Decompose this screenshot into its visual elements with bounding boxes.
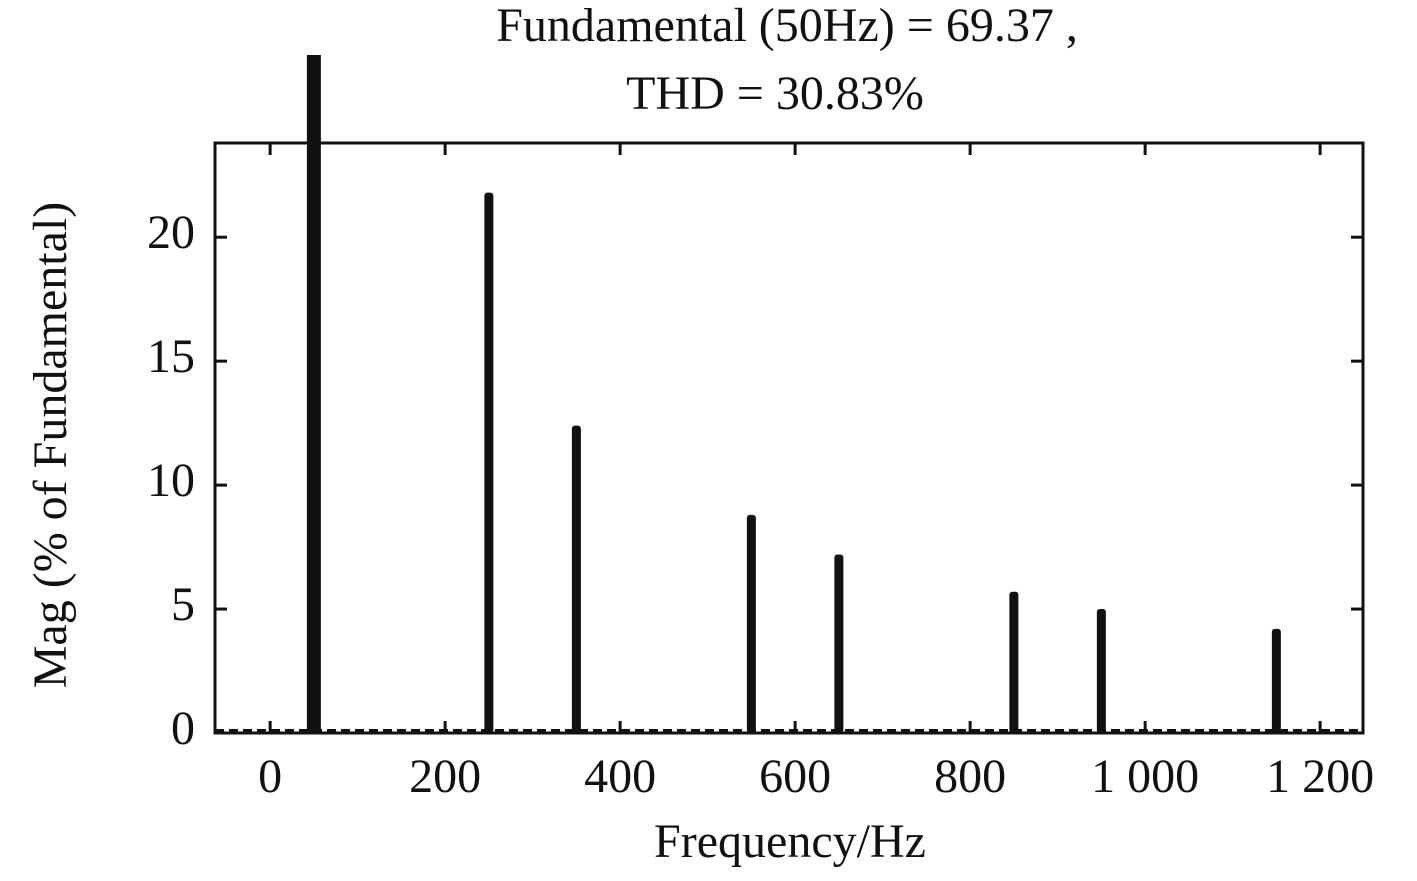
bar [571, 425, 581, 733]
x-tick-label: 800 [934, 750, 1006, 803]
chart-title: THD = 30.83% [626, 67, 924, 120]
x-tick-label: 1 200 [1266, 750, 1374, 803]
y-tick-label: 15 [147, 330, 195, 383]
bar [484, 192, 494, 733]
y-axis-label: Mag (% of Fundamental) [24, 202, 77, 689]
y-tick-label: 20 [147, 206, 195, 259]
bar [1096, 609, 1106, 733]
bar [1009, 591, 1019, 733]
x-tick-label: 600 [759, 750, 831, 803]
y-tick-label: 10 [147, 454, 195, 507]
bar [834, 554, 844, 733]
x-tick-label: 1 000 [1091, 750, 1199, 803]
bar [306, 55, 321, 733]
x-tick-label: 400 [584, 750, 656, 803]
plot-frame [213, 141, 1365, 735]
x-axis-label: Frequency/Hz [654, 815, 926, 868]
bar [746, 514, 756, 733]
bar [1271, 628, 1281, 733]
x-tick-label: 0 [258, 750, 282, 803]
x-tick-label: 200 [409, 750, 481, 803]
y-tick-label: 5 [171, 578, 195, 631]
chart-title: Fundamental (50Hz) = 69.37 , [496, 0, 1078, 52]
y-tick-label: 0 [171, 702, 195, 755]
